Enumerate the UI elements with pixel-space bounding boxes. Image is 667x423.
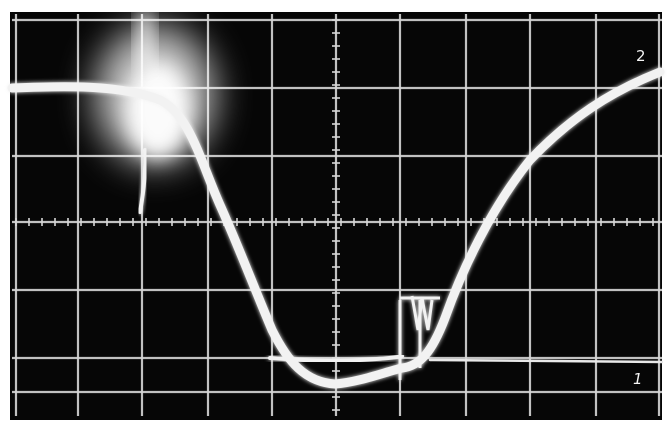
trace-glitch	[398, 295, 440, 380]
trace-drip	[138, 148, 148, 214]
trace-label-2: 2	[636, 47, 646, 65]
trace-2-curve	[7, 67, 665, 389]
trace-1-baseline	[268, 354, 404, 363]
trace-label-1: 1	[633, 370, 643, 388]
trace-1-tail	[428, 358, 664, 364]
graticule-center-ticks	[15, 19, 654, 411]
